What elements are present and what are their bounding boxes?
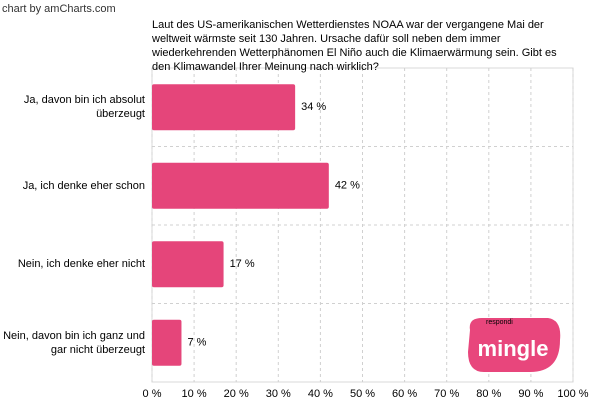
x-tick-label: 20 % xyxy=(224,388,249,400)
x-tick-label: 70 % xyxy=(434,388,459,400)
x-tick-label: 10 % xyxy=(182,388,207,400)
x-tick-label: 100 % xyxy=(557,388,588,400)
y-tick-label: Ja, davon bin ich absolut überzeugt xyxy=(23,94,145,121)
logo-small: respondi xyxy=(486,319,513,326)
bar xyxy=(152,162,329,209)
y-tick-label: Ja, ich denke eher schon xyxy=(22,179,145,192)
x-tick-label: 80 % xyxy=(476,388,501,400)
chart-title: Laut des US-amerikanischen Wetterdienste… xyxy=(152,19,557,73)
value-label: 17 % xyxy=(230,258,255,270)
value-label: 7 % xyxy=(187,337,206,349)
x-tick-label: 90 % xyxy=(518,388,543,400)
bar xyxy=(152,241,224,288)
bar xyxy=(152,319,182,366)
x-tick-label: 0 % xyxy=(143,388,162,400)
x-tick-label: 50 % xyxy=(350,388,375,400)
x-tick-label: 60 % xyxy=(392,388,417,400)
credit: chart by amCharts.com xyxy=(2,3,116,15)
value-label: 42 % xyxy=(335,180,360,192)
logo-shape xyxy=(468,318,561,372)
value-label: 34 % xyxy=(301,101,326,113)
y-tick-label: Nein, davon bin ich ganz und gar nicht ü… xyxy=(3,329,145,356)
y-tick-label: Nein, ich denke eher nicht xyxy=(17,258,145,271)
x-tick-label: 40 % xyxy=(308,388,333,400)
x-tick-label: 30 % xyxy=(266,388,291,400)
logo-large: mingle xyxy=(478,336,549,361)
bar xyxy=(152,84,296,131)
